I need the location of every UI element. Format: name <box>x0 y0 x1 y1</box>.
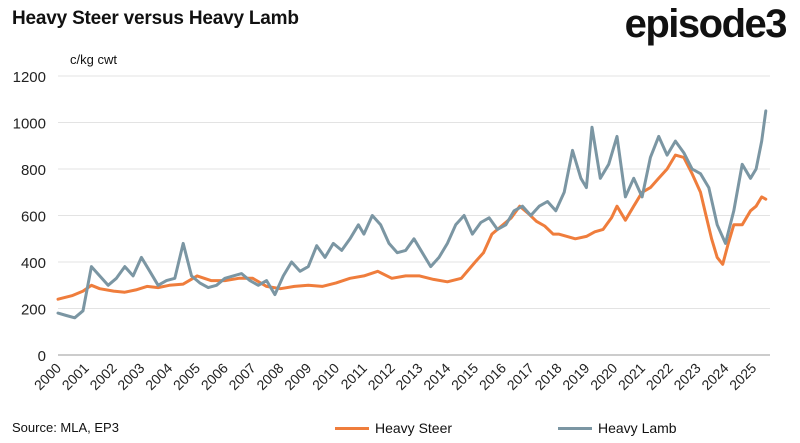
y-tick-label: 200 <box>21 302 46 319</box>
x-tick-label: 2025 <box>726 360 759 393</box>
x-tick-label: 2013 <box>392 360 425 393</box>
x-tick-label: 2021 <box>615 360 648 393</box>
x-tick-label: 2010 <box>309 360 342 393</box>
x-tick-label: 2020 <box>587 360 620 393</box>
y-tick-label: 600 <box>21 209 46 226</box>
y-tick-label: 800 <box>21 162 46 179</box>
x-tick-label: 2022 <box>643 360 676 393</box>
x-tick-label: 2002 <box>86 360 119 393</box>
x-tick-label: 2017 <box>504 360 537 393</box>
y-tick-label: 1200 <box>13 69 46 86</box>
legend-item-heavy-lamb: Heavy Lamb <box>558 420 677 436</box>
legend-label-heavy-lamb: Heavy Lamb <box>598 420 677 436</box>
x-tick-label: 2016 <box>476 360 509 393</box>
legend-item-heavy-steer: Heavy Steer <box>335 420 452 436</box>
x-tick-label: 2012 <box>365 360 398 393</box>
legend-label-heavy-steer: Heavy Steer <box>375 420 453 436</box>
chart-title: Heavy Steer versus Heavy Lamb <box>12 8 299 29</box>
x-tick-label: 2008 <box>253 360 286 393</box>
x-tick-label: 2000 <box>31 360 64 393</box>
x-tick-label: 2023 <box>670 360 703 393</box>
y-axis-ticks: 0 200 400 600 800 1000 1200 <box>13 69 46 365</box>
x-tick-label: 2014 <box>420 360 453 393</box>
y-tick-label: 0 <box>38 348 46 365</box>
brand-logo: episode3 <box>624 2 788 46</box>
x-tick-label: 2003 <box>114 360 147 393</box>
x-tick-label: 2009 <box>281 360 314 393</box>
x-tick-label: 2018 <box>531 360 564 393</box>
x-tick-label: 2019 <box>559 360 592 393</box>
x-tick-label: 2006 <box>198 360 231 393</box>
legend-swatch-heavy-lamb <box>558 426 592 430</box>
source-note: Source: MLA, EP3 <box>12 420 119 435</box>
x-axis-ticks: 2000200120022003200420052006200720082009… <box>31 360 760 393</box>
series-line-heavy-lamb <box>56 109 768 320</box>
legend-swatch-heavy-steer <box>335 426 369 430</box>
x-tick-label: 2004 <box>142 360 175 393</box>
x-tick-label: 2015 <box>448 360 481 393</box>
x-tick-label: 2011 <box>337 360 370 393</box>
y-tick-label: 1000 <box>13 116 46 133</box>
x-tick-label: 2007 <box>225 360 258 393</box>
series-line-heavy-steer <box>56 153 768 301</box>
x-tick-label: 2024 <box>698 360 731 393</box>
gridlines <box>58 75 770 356</box>
x-tick-label: 2001 <box>59 360 92 393</box>
y-tick-label: 400 <box>21 255 46 272</box>
x-tick-label: 2005 <box>170 360 203 393</box>
y-axis-unit-label: c/kg cwt <box>70 52 117 67</box>
series-lines <box>56 109 768 320</box>
